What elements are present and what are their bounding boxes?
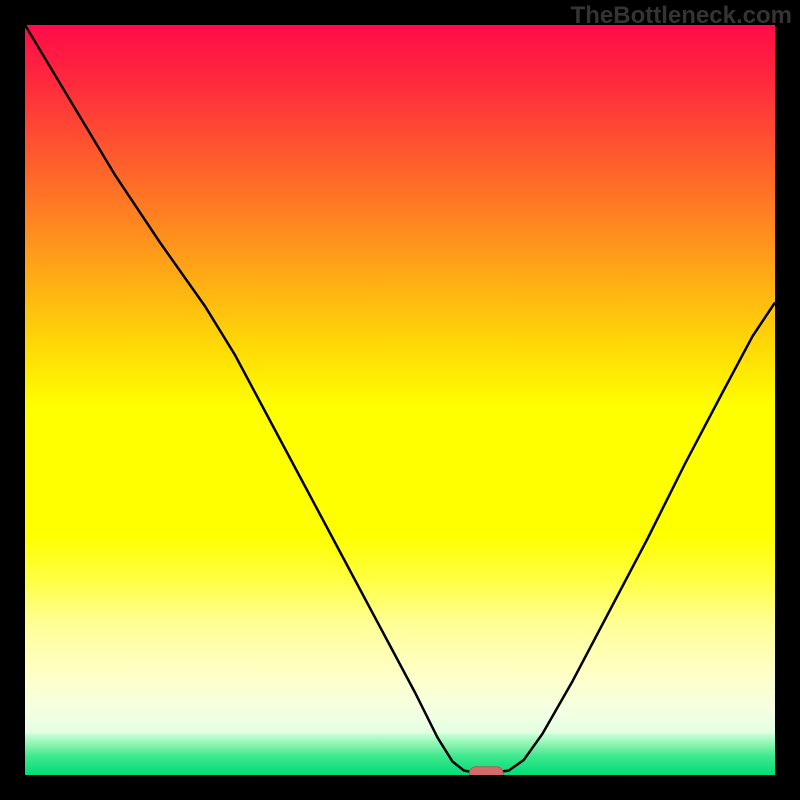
plot-border <box>0 0 800 800</box>
chart-area <box>25 25 775 775</box>
watermark-text: TheBottleneck.com <box>571 2 792 30</box>
minimum-marker <box>469 767 503 775</box>
chart-frame: TheBottleneck.com <box>0 0 800 800</box>
bottleneck-curve <box>25 25 775 775</box>
line-series <box>25 25 775 773</box>
